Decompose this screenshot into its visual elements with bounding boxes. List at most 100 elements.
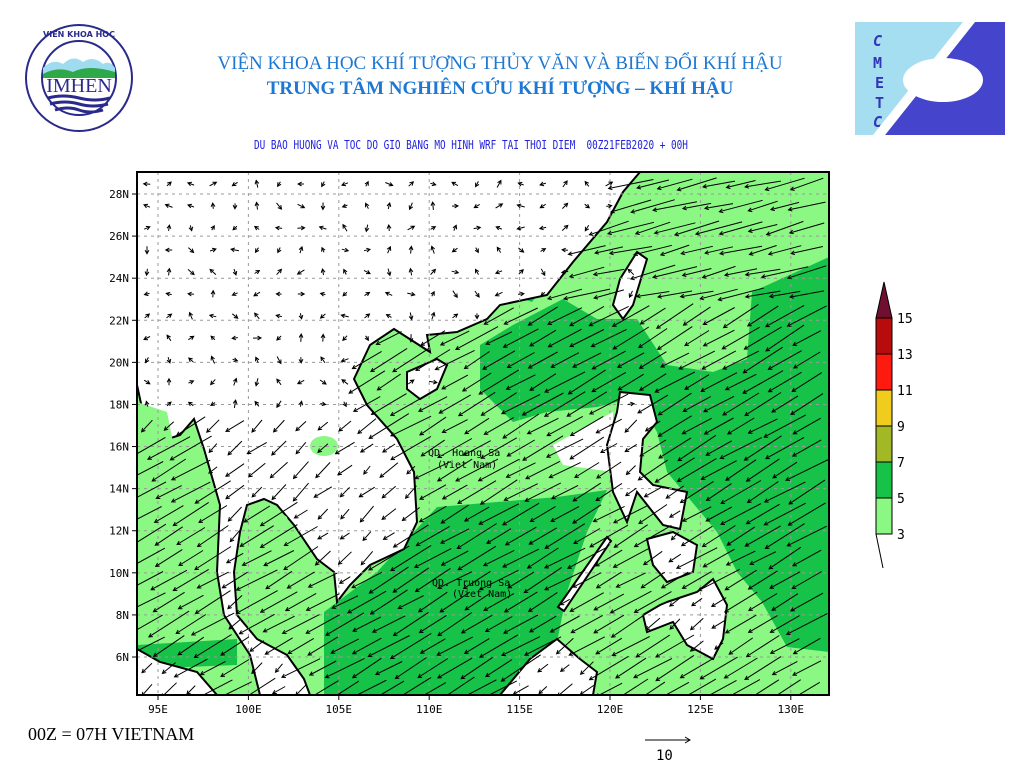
wind-arrow [745, 458, 780, 482]
wind-arrow [658, 437, 692, 459]
wind-arrow [334, 441, 355, 455]
wind-arrow [386, 245, 392, 254]
wind-arrow [769, 615, 800, 633]
wind-arrow [225, 420, 245, 432]
hoang-sa-label: QD. Hoang Sa [428, 448, 500, 459]
wind-arrow [430, 181, 437, 187]
wind-arrow [596, 461, 622, 479]
wind-arrow [188, 380, 195, 385]
wind-arrow [748, 245, 777, 256]
wind-arrow [570, 614, 603, 634]
wind-arrow [747, 570, 778, 590]
wind-arrow [364, 313, 371, 319]
wind-arrow [527, 351, 558, 369]
wind-arrow [724, 373, 757, 391]
wind-arrow [249, 640, 265, 652]
wind-arrow [194, 590, 231, 614]
wind-arrow [137, 523, 167, 543]
wind-arrow [320, 356, 326, 364]
wind-arrow [771, 660, 798, 676]
wind-arrow [397, 595, 424, 609]
taiwan [611, 250, 649, 321]
wind-arrow [743, 435, 782, 461]
wind-arrow [637, 394, 669, 414]
wind-arrow [208, 443, 218, 454]
wind-arrow [272, 419, 285, 433]
wind-arrow [749, 551, 777, 565]
wind-arrow [627, 401, 636, 407]
wind-arrow [539, 181, 547, 187]
wind-arrow [298, 400, 304, 407]
wind-arrow [562, 180, 568, 188]
wind-arrow [522, 435, 564, 461]
wind-arrow [232, 225, 238, 231]
wind-arrow [319, 313, 326, 319]
wind-arrow [231, 181, 238, 187]
wind-arrow [702, 307, 735, 325]
wind-arrow [765, 436, 805, 460]
wind-arrow [543, 391, 586, 417]
wind-arrow [415, 349, 451, 372]
wind-arrow [592, 505, 625, 523]
wind-arrow [166, 313, 173, 319]
wind-arrow [275, 291, 282, 297]
wind-arrow [413, 548, 452, 568]
wind-arrow [547, 328, 582, 348]
wind-arrow [194, 480, 231, 504]
wind-arrow [496, 246, 502, 253]
wind-arrow [259, 501, 298, 527]
wind-arrow [711, 619, 727, 629]
wind-arrow [639, 307, 666, 325]
wind-arrow [605, 181, 614, 187]
wind-arrow [137, 547, 166, 565]
wind-arrow [547, 288, 583, 301]
wind-arrow [389, 415, 432, 437]
wind-arrow [579, 661, 594, 676]
wind-arrow [726, 526, 756, 546]
wind-arrow [791, 439, 822, 457]
wind-arrow [414, 460, 452, 480]
lat-label: 14N [109, 483, 129, 496]
wind-arrow [678, 350, 716, 370]
wind-arrow [358, 486, 375, 498]
wind-arrow [638, 373, 667, 391]
wind-arrow [419, 484, 447, 500]
wind-arrow [439, 591, 471, 613]
wind-arrow [501, 636, 541, 657]
wind-arrow [390, 435, 432, 461]
wind-arrow [528, 527, 557, 545]
wind-arrow [523, 566, 562, 594]
wind-arrow [681, 202, 712, 211]
wind-arrow [209, 268, 217, 275]
wind-arrow [297, 203, 306, 209]
wind-arrow [595, 637, 623, 655]
wind-arrow [342, 291, 348, 297]
wind-arrow [637, 459, 668, 481]
lat-label: 28N [109, 188, 129, 201]
wind-arrow [562, 288, 611, 301]
wind-arrow [196, 525, 229, 548]
wind-arrow [440, 550, 469, 566]
wind-arrow [307, 572, 338, 588]
wind-arrow [295, 441, 307, 455]
wind-arrow [231, 291, 238, 296]
wind-arrow [337, 464, 353, 476]
wind-arrow [169, 435, 212, 461]
wind-arrow [276, 202, 283, 210]
wind-arrow [259, 524, 298, 548]
sumatra [137, 647, 219, 695]
wind-arrow [321, 246, 326, 253]
wind-arrow [600, 443, 618, 453]
wind-arrow [792, 637, 821, 655]
wind-arrow [538, 225, 547, 231]
wind-arrow [549, 615, 580, 633]
wind-arrow [705, 483, 732, 501]
wind-arrow [589, 524, 629, 548]
wind-arrow [296, 269, 305, 275]
wind-arrow [635, 291, 670, 299]
wind-arrow [210, 379, 216, 386]
lat-label: 8N [116, 609, 129, 622]
wind-arrow [342, 335, 348, 342]
wind-arrow [324, 657, 365, 679]
